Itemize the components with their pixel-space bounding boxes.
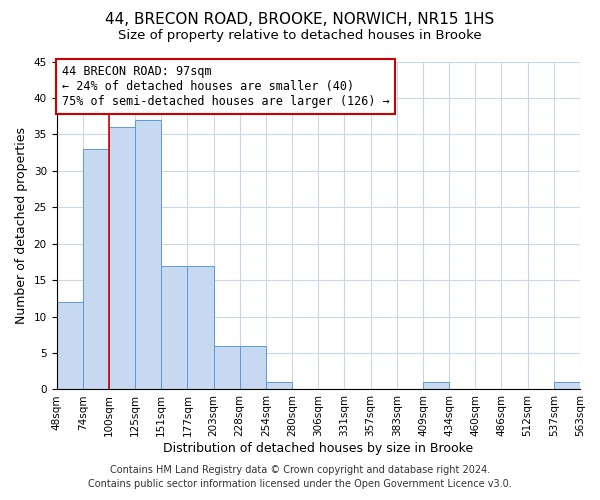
Bar (56, 302, 83, 390)
Bar (266, 382, 292, 390)
Y-axis label: Number of detached properties: Number of detached properties (15, 127, 28, 324)
Text: 44 BRECON ROAD: 97sqm
← 24% of detached houses are smaller (40)
75% of semi-deta: 44 BRECON ROAD: 97sqm ← 24% of detached … (62, 65, 389, 108)
Bar (109, 127, 135, 390)
X-axis label: Distribution of detached houses by size in Brooke: Distribution of detached houses by size … (163, 442, 473, 455)
Bar (187, 266, 214, 390)
Text: Contains HM Land Registry data © Crown copyright and database right 2024.
Contai: Contains HM Land Registry data © Crown c… (88, 465, 512, 489)
Bar (240, 346, 266, 390)
Bar (554, 382, 580, 390)
Bar (214, 346, 240, 390)
Text: Size of property relative to detached houses in Brooke: Size of property relative to detached ho… (118, 29, 482, 42)
Bar (423, 382, 449, 390)
Text: 44, BRECON ROAD, BROOKE, NORWICH, NR15 1HS: 44, BRECON ROAD, BROOKE, NORWICH, NR15 1… (106, 12, 494, 28)
Bar (135, 120, 161, 390)
Bar (83, 149, 109, 390)
Bar (161, 266, 187, 390)
